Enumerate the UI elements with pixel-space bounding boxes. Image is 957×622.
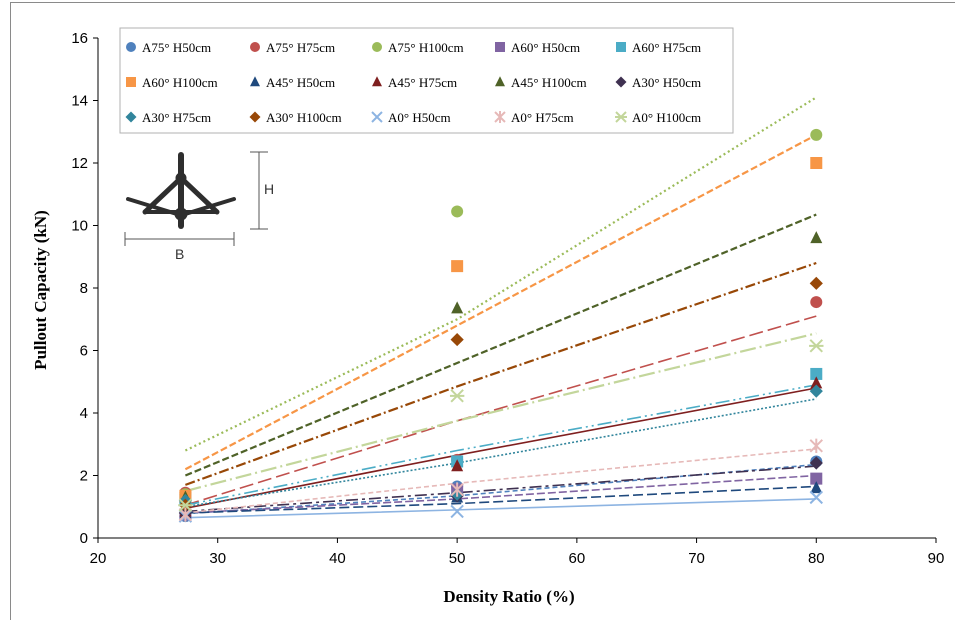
legend-marker [494,111,506,123]
legend-label: A45° H100cm [511,75,587,90]
data-point [809,384,823,398]
legend-label: A75° H100cm [388,40,464,55]
data-point [450,504,464,519]
data-point [178,498,193,512]
trendline [185,465,817,513]
legend-marker [495,42,505,52]
trendline [185,332,817,493]
axes-layer: 20 30 40 50 60 70 80 90 0 2 4 6 8 10 12 14 16 [71,30,944,567]
width-dimension [124,232,235,246]
trendline [185,261,817,486]
data-point [809,456,823,470]
data-point [451,301,464,314]
legend-label: A0° H75cm [511,110,574,125]
data-point [810,481,823,494]
data-points-layer [178,128,824,523]
x-tick-label: 20 [90,550,107,567]
height-dimension [250,151,268,230]
legend-marker [126,77,136,87]
data-point [810,296,823,309]
data-point [809,438,823,454]
width-label: B [175,246,184,262]
legend-label: A60° H50cm [511,40,580,55]
legend-marker [372,76,382,87]
data-point [449,389,465,403]
data-point [810,367,823,380]
legend-marker [495,76,505,87]
legend-marker [615,76,627,88]
height-label: H [264,181,274,197]
x-tick-label: 30 [209,550,226,567]
trendline [184,96,817,452]
trendline [185,315,817,506]
trendline [185,498,817,519]
chart-frame [10,2,955,620]
trendline [185,474,817,514]
data-point [451,260,464,273]
legend-box [119,27,734,134]
data-point [809,339,824,353]
y-tick-label: 4 [80,405,88,422]
y-axis-title: Pullout Capacity (kN) [31,210,50,370]
data-point [810,376,823,389]
legend: A75° H50cm A75° H75cm A75° H100cm A60° H50c… [119,27,734,134]
data-point [810,157,823,169]
legend-marker [371,111,383,123]
data-point [451,205,464,218]
trendline [184,133,817,471]
legend-label: A45° H50cm [266,75,335,90]
legend-label: A30° H75cm [142,110,211,125]
y-tick-label: 12 [71,155,88,172]
data-point [810,231,823,244]
legend-label: A0° H100cm [632,110,701,125]
y-tick-label: 10 [71,218,88,235]
x-tick-label: 40 [329,550,346,567]
data-point [810,128,823,141]
y-tick-label: 6 [80,343,88,360]
y-tick-label: 0 [80,530,88,547]
data-point [450,332,464,347]
legend-marker [372,42,382,52]
trendline [185,384,817,506]
data-point [810,472,823,485]
legend-label: A30° H50cm [632,75,701,90]
trendline [184,213,817,477]
x-tick-label: 60 [569,550,586,567]
anchor-diagram-inset: H B [124,151,274,262]
trendlines-layer [184,96,817,519]
legend-label: A75° H75cm [266,40,335,55]
legend-marker [249,111,261,123]
x-tick-label: 50 [449,550,466,567]
legend-marker [615,111,627,123]
data-point [809,490,823,505]
legend-marker [126,42,136,52]
legend-marker [250,76,260,87]
anchor-icon [126,152,236,229]
x-tick-label: 70 [688,550,705,567]
y-tick-label: 14 [71,93,88,110]
legend-marker [125,111,137,123]
data-point [809,276,823,290]
legend-marker [250,42,260,52]
x-axis-title: Density Ratio (%) [443,587,574,606]
legend-marker [616,42,626,52]
legend-label: A30° H100cm [266,110,342,125]
data-point [451,459,464,472]
legend-label: A60° H75cm [632,40,701,55]
x-tick-label: 90 [928,550,945,567]
data-point [450,482,464,497]
legend-label: A75° H50cm [142,40,211,55]
trendline [185,448,817,514]
trendline [185,485,817,514]
y-tick-label: 8 [80,280,88,297]
legend-label: A45° H75cm [388,75,457,90]
y-tick-label: 2 [80,468,88,485]
legend-label: A60° H100cm [142,75,218,90]
legend-label: A0° H50cm [388,110,451,125]
x-tick-label: 80 [808,550,825,567]
y-tick-label: 16 [71,30,88,47]
